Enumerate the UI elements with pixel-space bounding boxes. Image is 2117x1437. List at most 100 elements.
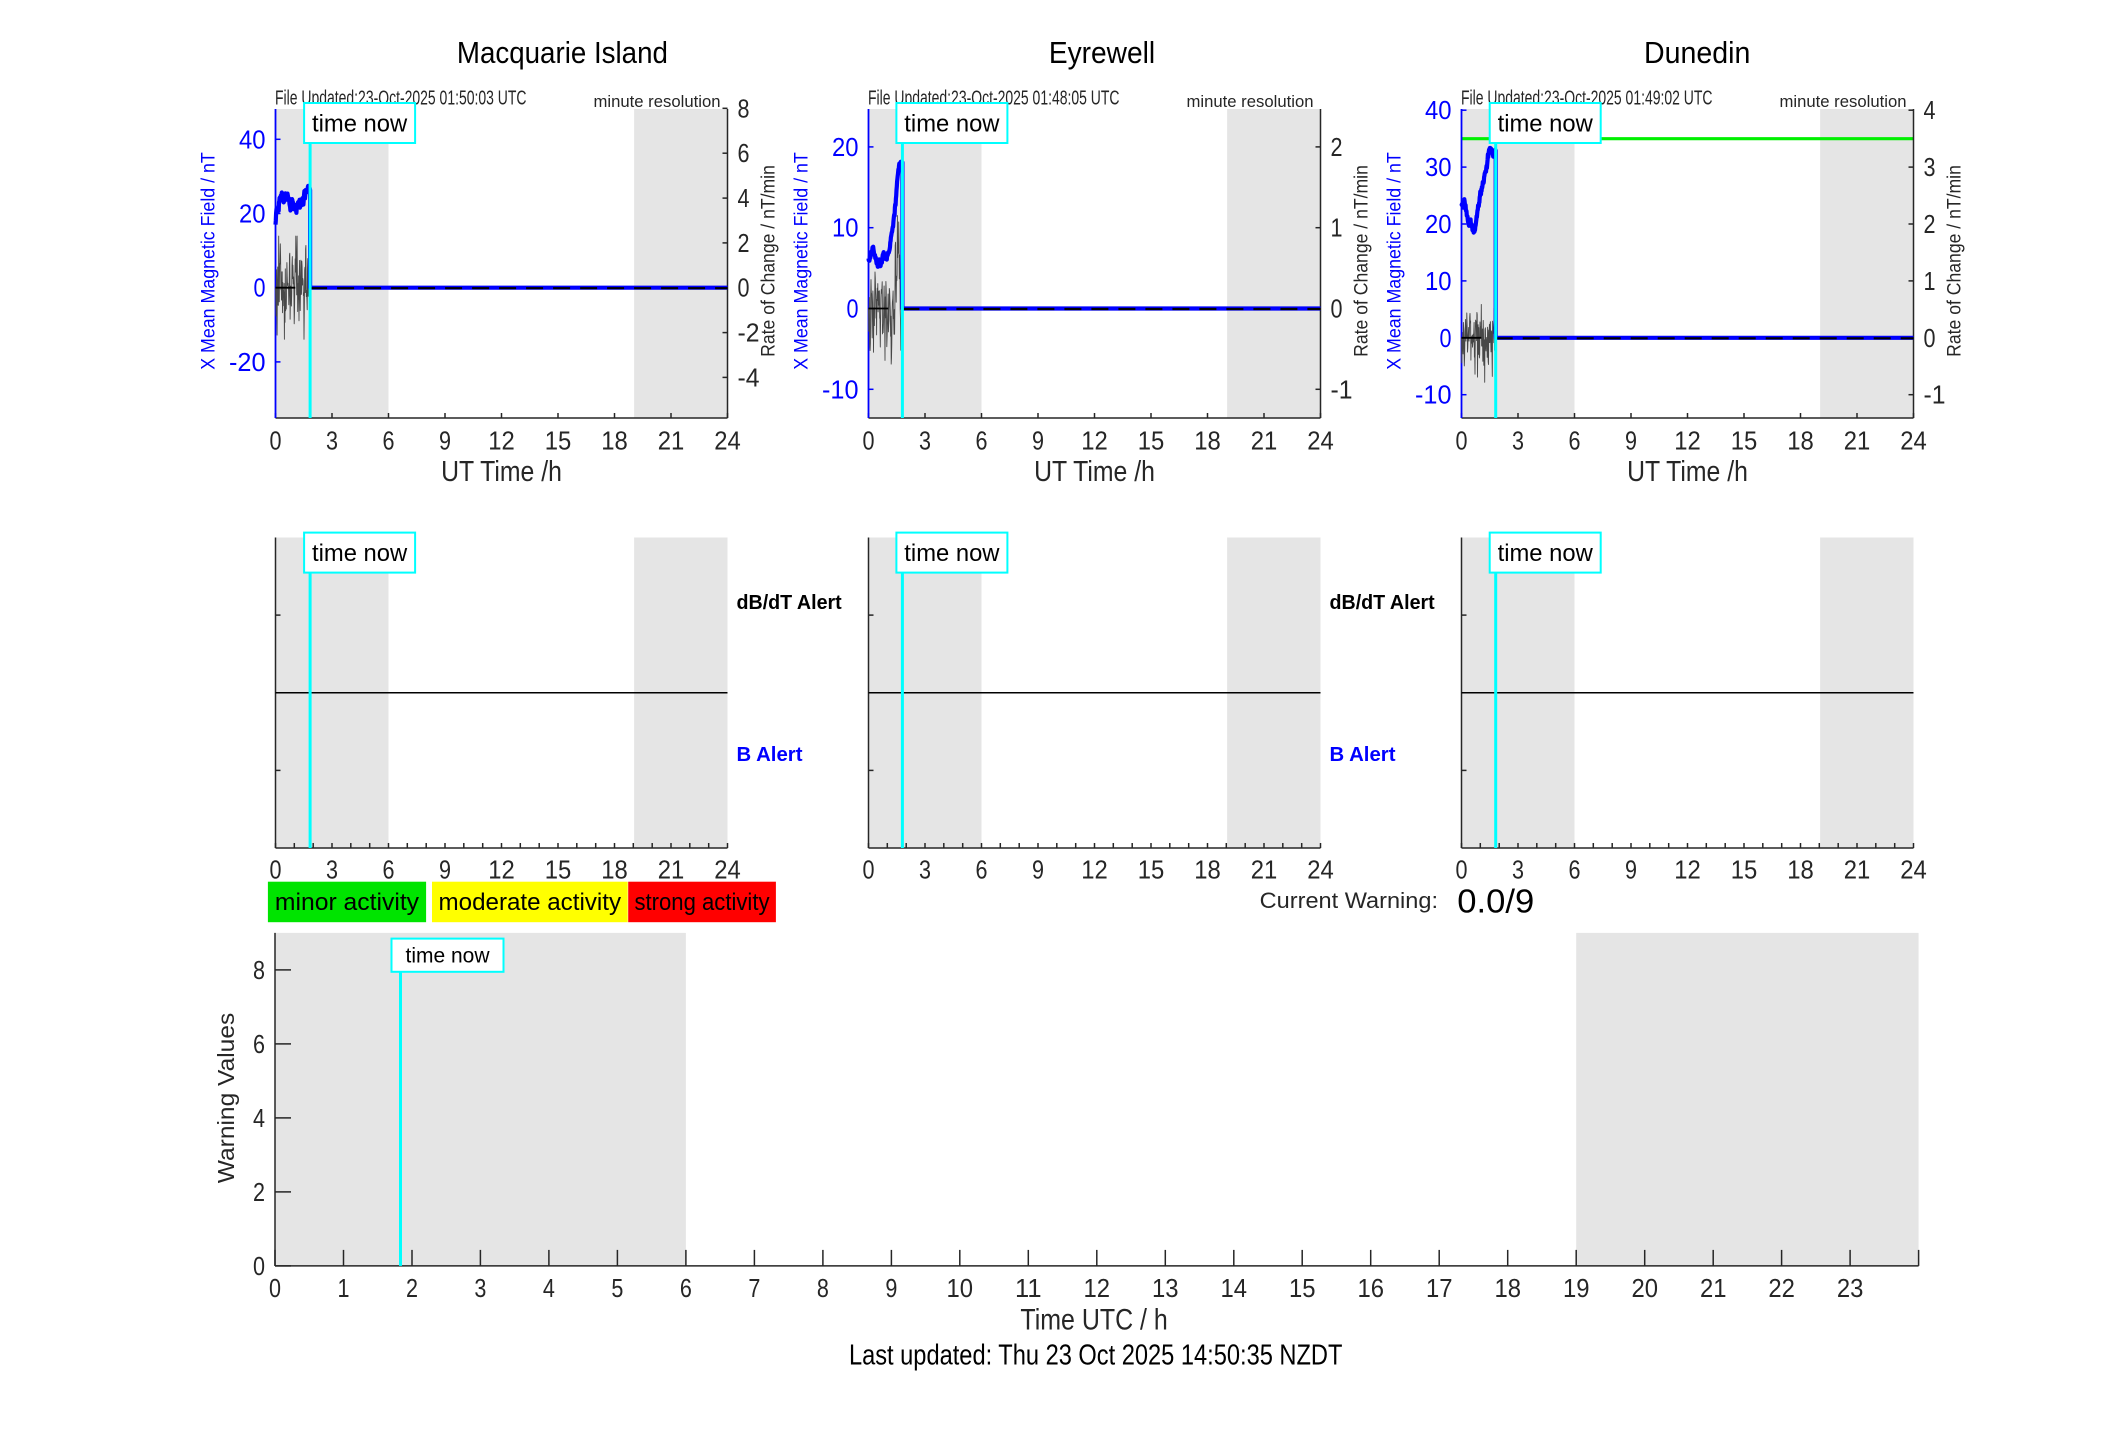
svg-text:9: 9: [439, 426, 451, 456]
svg-text:10: 10: [947, 1273, 974, 1303]
svg-text:4: 4: [543, 1273, 555, 1303]
svg-text:24: 24: [1900, 855, 1927, 885]
svg-text:time now: time now: [312, 111, 408, 138]
svg-text:6: 6: [976, 426, 988, 456]
svg-text:minute resolution: minute resolution: [1780, 92, 1907, 111]
svg-text:Rate of Change / nT/min: Rate of Change / nT/min: [1352, 165, 1373, 357]
svg-text:40: 40: [1425, 95, 1452, 125]
svg-text:18: 18: [1194, 426, 1221, 456]
svg-text:dB/dT Alert: dB/dT Alert: [1330, 592, 1436, 614]
svg-text:strong activity: strong activity: [635, 889, 770, 916]
svg-text:15: 15: [1289, 1273, 1316, 1303]
svg-text:21: 21: [658, 426, 685, 456]
svg-text:21: 21: [1844, 426, 1871, 456]
svg-text:15: 15: [1138, 426, 1165, 456]
svg-text:9: 9: [1625, 855, 1637, 885]
svg-text:11: 11: [1015, 1273, 1042, 1303]
svg-text:0: 0: [1440, 323, 1452, 353]
svg-text:Dunedin: Dunedin: [1644, 35, 1750, 70]
svg-text:6: 6: [383, 855, 395, 885]
svg-text:15: 15: [1731, 426, 1758, 456]
svg-text:3: 3: [326, 855, 338, 885]
svg-text:0: 0: [738, 273, 750, 303]
svg-text:21: 21: [1251, 855, 1278, 885]
svg-text:18: 18: [1787, 426, 1814, 456]
svg-text:2: 2: [738, 228, 750, 258]
svg-text:-4: -4: [738, 362, 760, 392]
svg-text:10: 10: [1425, 266, 1452, 296]
svg-text:9: 9: [885, 1273, 897, 1303]
svg-text:minute resolution: minute resolution: [1187, 92, 1314, 111]
svg-text:3: 3: [919, 426, 931, 456]
svg-text:X Mean Magnetic Field / nT: X Mean Magnetic Field / nT: [1385, 152, 1406, 370]
svg-text:-1: -1: [1331, 374, 1353, 404]
svg-text:X Mean Magnetic Field / nT: X Mean Magnetic Field / nT: [199, 152, 220, 370]
svg-text:12: 12: [488, 855, 515, 885]
svg-text:30: 30: [1425, 152, 1452, 182]
svg-text:8: 8: [817, 1273, 829, 1303]
svg-text:B Alert: B Alert: [1330, 744, 1396, 766]
svg-text:21: 21: [658, 855, 685, 885]
svg-text:Current Warning:: Current Warning:: [1260, 888, 1438, 913]
svg-text:14: 14: [1221, 1273, 1248, 1303]
svg-text:UT Time /h: UT Time /h: [1627, 456, 1748, 488]
svg-text:0: 0: [270, 855, 282, 885]
svg-text:0: 0: [270, 426, 282, 456]
svg-text:-2: -2: [738, 318, 760, 348]
svg-text:20: 20: [239, 199, 266, 229]
svg-text:0: 0: [863, 855, 875, 885]
svg-text:3: 3: [1924, 152, 1936, 182]
svg-text:B Alert: B Alert: [737, 744, 803, 766]
svg-text:24: 24: [714, 855, 741, 885]
svg-text:12: 12: [1084, 1273, 1111, 1303]
svg-text:15: 15: [1138, 855, 1165, 885]
svg-text:9: 9: [439, 855, 451, 885]
svg-text:0: 0: [1456, 855, 1468, 885]
svg-text:0: 0: [269, 1273, 281, 1303]
svg-text:dB/dT Alert: dB/dT Alert: [737, 592, 843, 614]
svg-text:X Mean Magnetic Field / nT: X Mean Magnetic Field / nT: [792, 152, 813, 370]
svg-text:20: 20: [1631, 1273, 1658, 1303]
svg-text:0: 0: [847, 294, 859, 324]
svg-text:12: 12: [1081, 855, 1108, 885]
svg-text:4: 4: [1924, 95, 1936, 125]
svg-text:Time UTC / h: Time UTC / h: [1020, 1303, 1167, 1336]
svg-text:moderate activity: moderate activity: [439, 889, 622, 916]
svg-text:18: 18: [1494, 1273, 1521, 1303]
svg-text:9: 9: [1032, 855, 1044, 885]
svg-text:12: 12: [488, 426, 515, 456]
svg-text:8: 8: [738, 93, 750, 123]
svg-text:time now: time now: [1498, 111, 1594, 138]
svg-text:10: 10: [832, 213, 859, 243]
svg-text:Warning Values: Warning Values: [213, 1013, 239, 1184]
svg-text:4: 4: [738, 183, 750, 213]
svg-text:6: 6: [383, 426, 395, 456]
svg-text:time now: time now: [406, 945, 491, 968]
svg-text:6: 6: [738, 138, 750, 168]
svg-text:6: 6: [1569, 855, 1581, 885]
svg-text:Last updated: Thu 23 Oct 2025: Last updated: Thu 23 Oct 2025 14:50:35 N…: [849, 1339, 1343, 1371]
svg-text:21: 21: [1700, 1273, 1727, 1303]
svg-text:18: 18: [1787, 855, 1814, 885]
svg-text:6: 6: [253, 1029, 265, 1059]
svg-text:8: 8: [253, 955, 265, 985]
svg-text:time now: time now: [312, 540, 408, 567]
svg-text:6: 6: [1569, 426, 1581, 456]
svg-text:time now: time now: [904, 111, 1000, 138]
svg-text:15: 15: [1731, 855, 1758, 885]
svg-text:9: 9: [1625, 426, 1637, 456]
svg-text:0: 0: [254, 273, 266, 303]
svg-text:0: 0: [1456, 426, 1468, 456]
svg-text:3: 3: [326, 426, 338, 456]
svg-text:12: 12: [1081, 426, 1108, 456]
svg-text:5: 5: [611, 1273, 623, 1303]
svg-text:0: 0: [253, 1251, 265, 1281]
svg-text:7: 7: [748, 1273, 760, 1303]
svg-text:13: 13: [1152, 1273, 1179, 1303]
svg-text:UT Time /h: UT Time /h: [1034, 456, 1155, 488]
svg-text:1: 1: [338, 1273, 350, 1303]
svg-text:24: 24: [714, 426, 741, 456]
svg-text:time now: time now: [904, 540, 1000, 567]
svg-text:4: 4: [253, 1103, 265, 1133]
svg-text:3: 3: [1512, 426, 1524, 456]
